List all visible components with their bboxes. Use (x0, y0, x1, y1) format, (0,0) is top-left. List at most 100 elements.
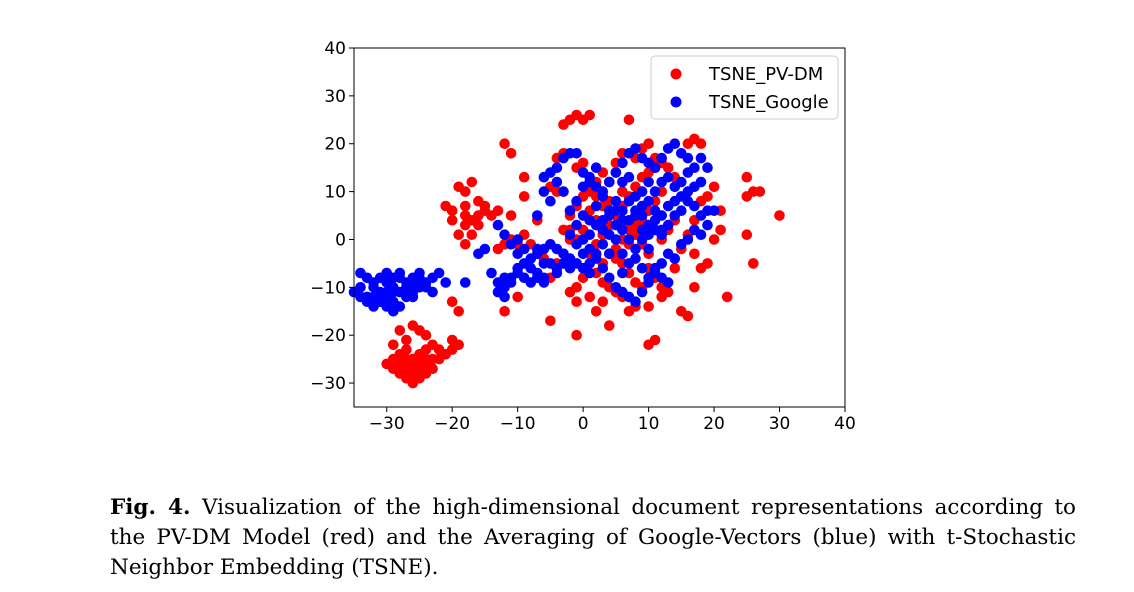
scatter-point (512, 234, 523, 245)
scatter-point (590, 248, 602, 260)
scatter-point (604, 176, 615, 188)
scatter-point (401, 344, 412, 355)
scatter-point (571, 296, 582, 308)
series-google (348, 138, 720, 317)
scatter-point (669, 253, 681, 264)
scatter-point (676, 205, 687, 216)
scatter-point (662, 200, 674, 212)
scatter-point (774, 210, 785, 221)
scatter-point (643, 195, 654, 207)
scatter-point (682, 234, 694, 245)
scatter-point (388, 306, 399, 317)
scatter-point (636, 262, 648, 274)
scatter-point (551, 176, 563, 188)
scatter-point (630, 253, 641, 264)
scatter-plot: −30 −20 −10 0 10 20 30 40 40 30 20 10 0 −10 −20 −30 TSN… (310, 39, 856, 434)
scatter-point (695, 152, 707, 164)
scatter-point (446, 296, 458, 308)
y-tick-label: −10 (310, 278, 346, 298)
scatter-point (427, 363, 438, 375)
plot-frame (353, 47, 846, 408)
scatter-point (669, 262, 681, 274)
scatter-point (479, 243, 491, 255)
scatter-point (662, 277, 674, 288)
scatter-point (636, 234, 648, 245)
scatter-point (388, 339, 399, 351)
scatter-point (741, 171, 753, 183)
scatter-point (610, 234, 622, 245)
scatter-point (682, 167, 694, 178)
scatter-point (597, 239, 609, 250)
legend-label-google: TSNE_Google (708, 92, 829, 113)
scatter-point (407, 291, 419, 303)
scatter-point (656, 224, 667, 236)
scatter-point (571, 329, 582, 341)
scatter-point (577, 248, 589, 260)
scatter-point (669, 138, 681, 149)
scatter-point (610, 195, 622, 207)
scatter-point (702, 258, 713, 269)
scatter-point (577, 181, 589, 193)
scatter-point (649, 162, 661, 173)
scatter-point (590, 306, 602, 317)
scatter-point (355, 282, 366, 293)
scatter-point (695, 176, 707, 188)
scatter-point (617, 176, 628, 188)
scatter-point (571, 148, 582, 159)
x-tick-label: −30 (369, 414, 405, 434)
x-tick-label: 40 (834, 414, 856, 434)
figure-caption-text: Visualization of the high-dimensional do… (110, 495, 1076, 580)
scatter-point (571, 282, 582, 293)
legend: TSNE_PV-DM TSNE_Google (650, 55, 839, 120)
scatter-point (532, 243, 543, 255)
y-tick-label: 40 (324, 39, 346, 59)
scatter-point (473, 210, 484, 221)
scatter-point (748, 258, 759, 269)
axes-layer: −30 −20 −10 0 10 20 30 40 40 30 20 10 0 −10 −20 −30 (310, 39, 856, 434)
y-tick-label: 20 (324, 135, 346, 155)
scatter-point (499, 138, 510, 149)
scatter-point (662, 171, 674, 183)
scatter-point (466, 176, 478, 188)
scatter-point (597, 296, 609, 308)
scatter-point (381, 291, 393, 303)
legend-box (650, 55, 839, 120)
scatter-point (460, 277, 471, 288)
scatter-point (512, 291, 523, 303)
scatter-point (643, 272, 654, 284)
scatter-point (505, 210, 517, 221)
scatter-point (617, 215, 628, 226)
legend-marker-google (670, 96, 682, 108)
scatter-point (695, 229, 707, 240)
scatter-point (584, 258, 595, 269)
x-tick-label: −20 (434, 414, 470, 434)
scatter-point (571, 239, 582, 250)
scatter-point (460, 186, 471, 197)
scatter-point (610, 167, 622, 178)
scatter-point (617, 157, 628, 169)
figure-caption: Fig. 4. Visualization of the high-dimens… (110, 493, 1076, 583)
scatter-point (532, 210, 543, 221)
scatter-point (682, 310, 694, 322)
x-tick-label: 0 (578, 414, 589, 434)
scatter-point (551, 162, 563, 173)
scatter-point (715, 224, 726, 236)
scatter-point (617, 186, 628, 197)
scatter-point (518, 243, 530, 255)
scatter-point (538, 171, 550, 183)
scatter-point (446, 205, 458, 216)
scatter-point (617, 267, 628, 279)
scatter-point (401, 334, 412, 346)
scatter-point (440, 277, 452, 288)
scatter-point (708, 181, 720, 193)
scatter-point (571, 195, 582, 207)
scatter-point (623, 114, 635, 126)
scatter-point (702, 191, 713, 202)
y-tick-label: 10 (324, 183, 346, 203)
scatter-point (420, 329, 432, 341)
scatter-point (571, 219, 582, 231)
scatter-point (401, 368, 412, 379)
scatter-point (414, 368, 425, 379)
scatter-point (401, 353, 412, 365)
scatter-point (630, 243, 641, 255)
